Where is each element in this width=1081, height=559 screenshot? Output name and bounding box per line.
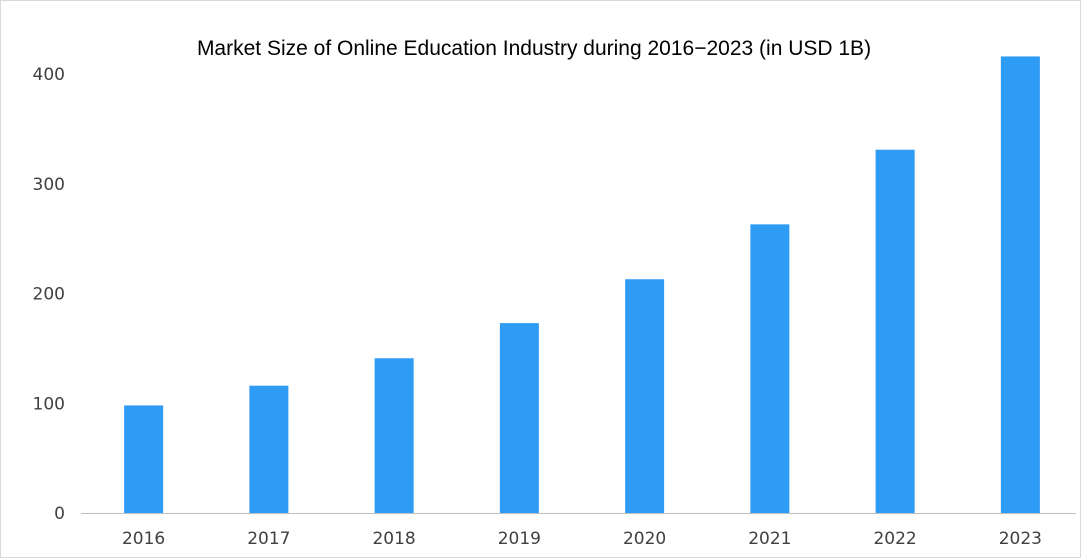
x-tick-label: 2017 (247, 529, 290, 549)
x-tick-label: 2019 (498, 529, 541, 549)
bar-2020 (625, 279, 665, 513)
bar-2022 (875, 149, 915, 514)
bar-2018 (374, 358, 414, 513)
y-tick-label: 300 (33, 175, 65, 195)
y-tick-label: 100 (33, 394, 65, 414)
bar-2017 (249, 385, 289, 513)
bars (124, 56, 1040, 514)
x-tick-label: 2023 (999, 529, 1042, 549)
x-tick-label: 2021 (748, 529, 791, 549)
chart-title: Market Size of Online Education Industry… (197, 37, 871, 60)
x-tick-label: 2018 (372, 529, 415, 549)
x-tick-label: 2016 (122, 529, 165, 549)
bar-2019 (499, 323, 539, 513)
y-tick-label: 0 (54, 504, 65, 524)
y-axis-ticks: 0 100 200 300 400 (33, 65, 65, 524)
bar-2023 (1000, 56, 1040, 513)
y-tick-label: 200 (33, 285, 65, 305)
x-tick-label: 2020 (623, 529, 666, 549)
y-tick-label: 400 (33, 65, 65, 85)
x-axis-ticks: 2016 2017 2018 2019 2020 2021 2022 2023 (122, 529, 1042, 549)
bar-2016 (124, 405, 164, 513)
bar-2021 (750, 224, 790, 514)
x-tick-label: 2022 (873, 529, 916, 549)
